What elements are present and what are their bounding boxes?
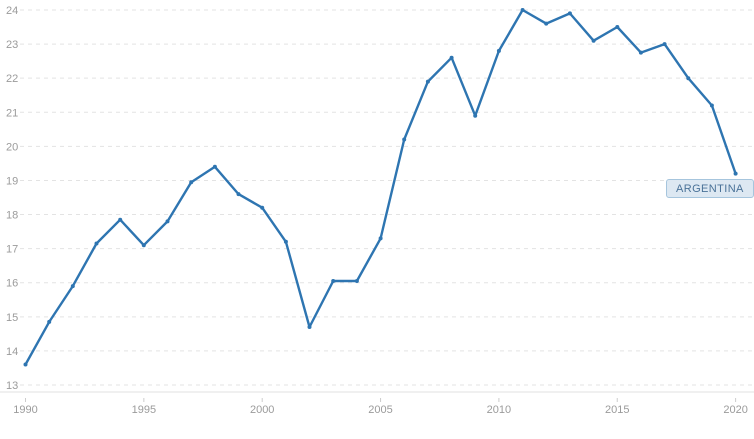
- data-point-marker[interactable]: [47, 319, 52, 324]
- data-point-marker[interactable]: [23, 362, 28, 367]
- x-tick-label: 2015: [605, 404, 629, 416]
- data-point-marker[interactable]: [141, 243, 146, 248]
- data-point-marker[interactable]: [212, 164, 217, 169]
- data-point-marker[interactable]: [709, 103, 714, 108]
- data-point-marker[interactable]: [615, 25, 620, 29]
- y-tick-label: 24: [6, 5, 18, 17]
- data-point-marker[interactable]: [354, 279, 359, 283]
- data-point-marker[interactable]: [283, 239, 288, 244]
- data-point-marker[interactable]: [686, 76, 691, 81]
- y-tick-label: 13: [6, 380, 18, 392]
- x-tick-label: 1995: [132, 404, 156, 416]
- y-tick-label: 18: [6, 210, 18, 222]
- data-point-marker[interactable]: [118, 217, 123, 222]
- x-tick-label: 1990: [13, 404, 37, 416]
- y-tick-label: 16: [6, 278, 18, 290]
- data-point-marker[interactable]: [544, 21, 549, 26]
- data-point-marker[interactable]: [260, 205, 265, 210]
- y-tick-label: 19: [6, 175, 18, 187]
- data-point-marker[interactable]: [520, 8, 525, 12]
- data-point-marker[interactable]: [307, 325, 312, 329]
- data-point-marker[interactable]: [236, 192, 241, 197]
- data-point-marker[interactable]: [94, 241, 99, 246]
- series-line[interactable]: [24, 8, 737, 366]
- data-point-marker[interactable]: [496, 48, 501, 53]
- data-point-marker[interactable]: [449, 55, 454, 60]
- data-point-marker[interactable]: [733, 171, 738, 176]
- data-point-marker[interactable]: [70, 284, 75, 289]
- x-tick-label: 2010: [487, 404, 511, 416]
- data-point-marker[interactable]: [662, 42, 667, 47]
- data-point-marker[interactable]: [378, 236, 383, 241]
- data-point-marker[interactable]: [567, 11, 572, 16]
- y-tick-label: 17: [6, 244, 18, 256]
- data-point-marker[interactable]: [402, 137, 407, 142]
- data-point-marker[interactable]: [425, 79, 430, 84]
- y-tick-label: 23: [6, 39, 18, 51]
- data-point-marker[interactable]: [189, 180, 194, 185]
- data-point-marker[interactable]: [473, 113, 478, 118]
- y-tick-label: 21: [6, 107, 18, 119]
- data-point-marker[interactable]: [638, 50, 643, 55]
- data-point-marker[interactable]: [331, 279, 336, 283]
- data-point-marker[interactable]: [591, 38, 596, 43]
- y-tick-label: 15: [6, 312, 18, 324]
- y-tick-label: 22: [6, 73, 18, 85]
- x-tick-label: 2000: [250, 404, 274, 416]
- series-label-argentina: ARGENTINA: [666, 179, 754, 198]
- y-tick-label: 14: [6, 346, 18, 358]
- data-point-marker[interactable]: [165, 219, 170, 224]
- x-tick-label: 2005: [368, 404, 392, 416]
- y-tick-label: 20: [6, 141, 18, 153]
- x-tick-label: 2020: [723, 404, 747, 416]
